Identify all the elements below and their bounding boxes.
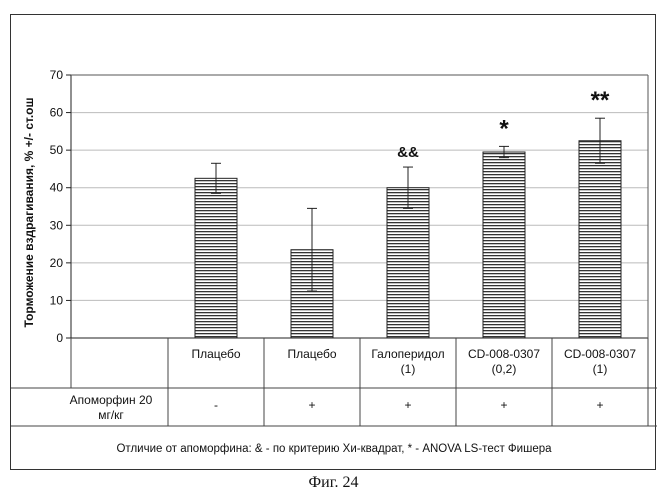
category-label: Плацебо [191,347,240,361]
row-label: мг/кг [98,408,124,422]
category-label: CD-008-0307 [468,347,540,361]
category-label: (1) [401,362,416,376]
y-tick-label: 40 [50,181,64,195]
row-value: - [214,398,218,412]
bar [483,152,525,338]
category-label: CD-008-0307 [564,347,636,361]
y-tick-label: 10 [50,293,64,307]
bar [195,178,237,338]
category-label: (1) [593,362,608,376]
row-value: + [308,398,315,412]
y-axis-label: Торможение вздрагивания, % +/- ст.ош [22,98,36,328]
category-label: (0,2) [492,362,517,376]
bar [579,141,621,338]
y-tick-label: 70 [50,68,64,82]
category-label: Плацебо [287,347,336,361]
category-label: Галоперидол [371,347,444,361]
row-value: + [404,398,411,412]
y-tick-label: 20 [50,256,64,270]
y-tick-label: 60 [50,106,64,120]
y-tick-label: 0 [56,331,63,345]
bar [387,188,429,338]
footnote: Отличие от апоморфина: & - по критерию Х… [116,443,552,455]
row-label: Апоморфин 20 [70,393,153,407]
figure-caption: Фиг. 24 [0,474,667,492]
y-tick-label: 30 [50,218,64,232]
row-value: + [500,398,507,412]
significance-label: ** [591,87,610,114]
significance-label: && [397,144,419,161]
chart-frame: &&*** 010203040506070Торможение вздрагив… [10,14,656,470]
y-tick-label: 50 [50,143,64,157]
row-value: + [596,398,603,412]
bar-chart: &&*** 010203040506070Торможение вздрагив… [11,15,657,471]
significance-label: * [499,115,509,142]
